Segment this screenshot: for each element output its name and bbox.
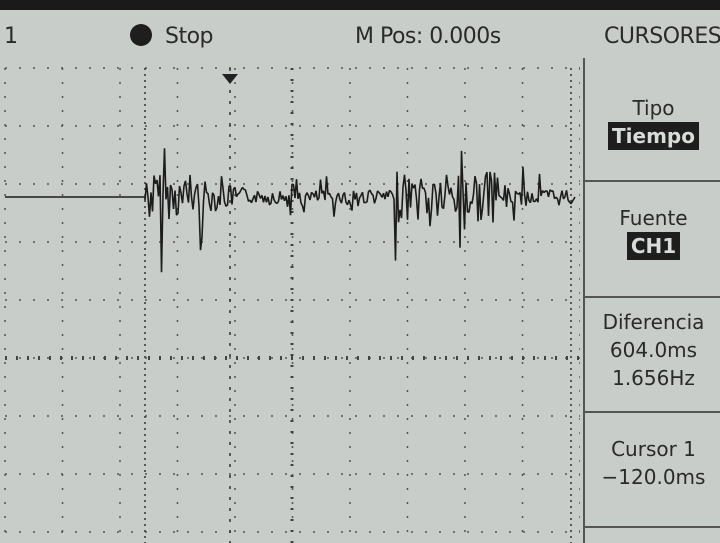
channel-label: 1: [4, 24, 18, 49]
menu-title: CURSORES: [604, 24, 720, 49]
waveform-trace: [5, 148, 575, 272]
menu-label: Cursor 1: [585, 435, 720, 463]
cursor-menu: Tipo Tiempo Fuente CH1 Diferencia 604.0m…: [583, 58, 720, 543]
horizontal-position: M Pos: 0.000s: [355, 24, 501, 49]
menu-label: Diferencia: [585, 308, 720, 336]
menu-label: Fuente: [585, 204, 720, 232]
stop-indicator: [128, 22, 158, 52]
menu-source[interactable]: Fuente CH1: [585, 182, 720, 298]
oscilloscope-screen: 1 Stop M Pos: 0.000s CURSORES Tipo Tiemp…: [0, 10, 720, 543]
menu-cursor1[interactable]: Cursor 1 −120.0ms: [585, 413, 720, 528]
menu-value: 1.656Hz: [585, 364, 720, 392]
page: {"header": {"channel": "1", "status": "S…: [0, 0, 720, 543]
waveform-display: [0, 58, 580, 543]
menu-type[interactable]: Tipo Tiempo: [585, 58, 720, 182]
menu-value: 604.0ms: [585, 336, 720, 364]
menu-label: Tipo: [585, 94, 720, 122]
acquisition-status: Stop: [165, 24, 213, 49]
menu-value: CH1: [627, 232, 680, 260]
menu-value: −120.0ms: [585, 463, 720, 491]
menu-difference[interactable]: Diferencia 604.0ms 1.656Hz: [585, 298, 720, 413]
menu-value: Tiempo: [608, 122, 699, 150]
